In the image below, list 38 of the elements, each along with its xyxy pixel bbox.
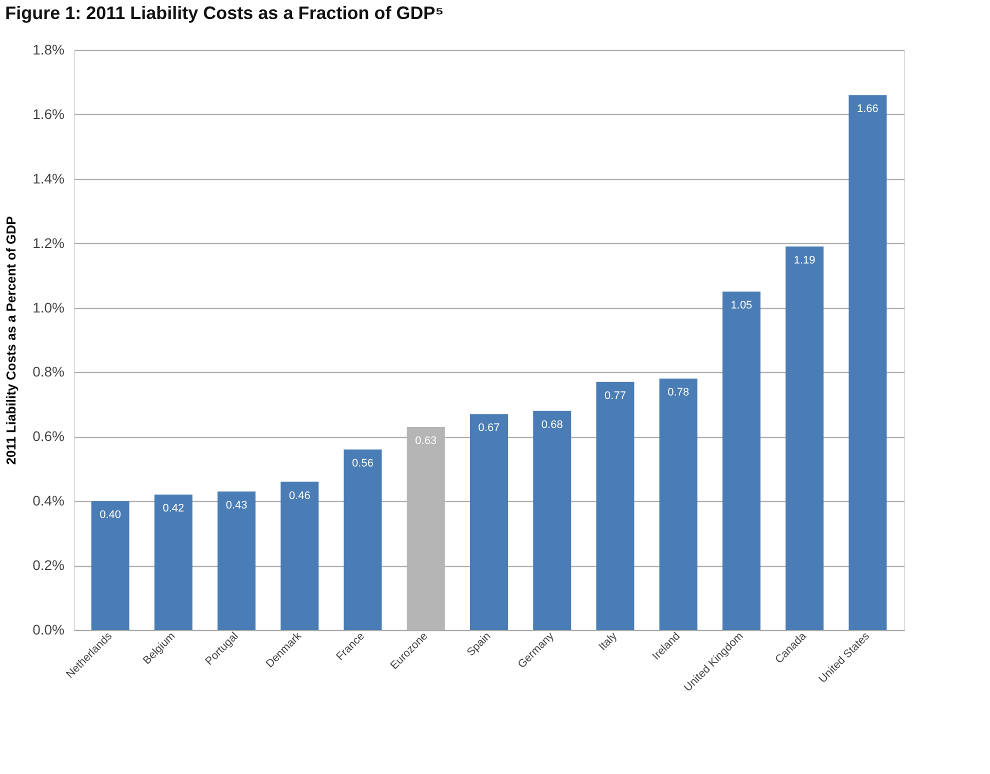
y-tick-label: 1.2% (32, 234, 64, 251)
chart-title: Figure 1: 2011 Liability Costs as a Fraction of GDP⁵ (5, 3, 444, 23)
bar (280, 482, 319, 630)
data-label: 1.05 (730, 300, 752, 312)
y-tick-label: 0.8% (32, 364, 64, 380)
data-label: 0.67 (478, 422, 500, 434)
bar (218, 491, 256, 630)
data-label: 0.77 (604, 390, 626, 402)
y-tick-label: 0.0% (32, 622, 64, 638)
bar (91, 501, 130, 630)
data-label: 0.63 (415, 435, 437, 447)
bar (154, 494, 192, 630)
data-label: 0.78 (668, 386, 690, 399)
data-label: 0.42 (162, 502, 184, 515)
y-tick-label: 1.0% (32, 299, 64, 316)
data-label: 0.43 (226, 499, 248, 512)
x-tick-label: Italy (596, 630, 620, 654)
bar (786, 246, 824, 630)
y-tick-label: 1.8% (32, 42, 64, 58)
data-label: 1.19 (794, 254, 816, 267)
y-tick-label: 0.4% (32, 492, 64, 509)
bar (533, 410, 572, 630)
y-tick-label: 1.4% (32, 170, 64, 186)
bar (722, 292, 760, 630)
y-tick-label: 1.6% (32, 106, 64, 122)
bar (596, 382, 634, 630)
y-tick-label: 0.6% (32, 428, 64, 444)
bar (659, 378, 698, 630)
y-axis-title: 2011 Liability Costs as a Percent of GDP (4, 216, 19, 465)
y-tick-label: 0.2% (32, 557, 64, 574)
bar (848, 95, 887, 630)
data-label: 0.46 (288, 490, 310, 502)
data-label: 0.56 (352, 458, 374, 470)
bar (344, 450, 382, 630)
data-label: 0.68 (541, 418, 563, 431)
data-label: 1.66 (856, 103, 878, 116)
data-label: 0.40 (100, 509, 122, 522)
bar (470, 414, 508, 630)
